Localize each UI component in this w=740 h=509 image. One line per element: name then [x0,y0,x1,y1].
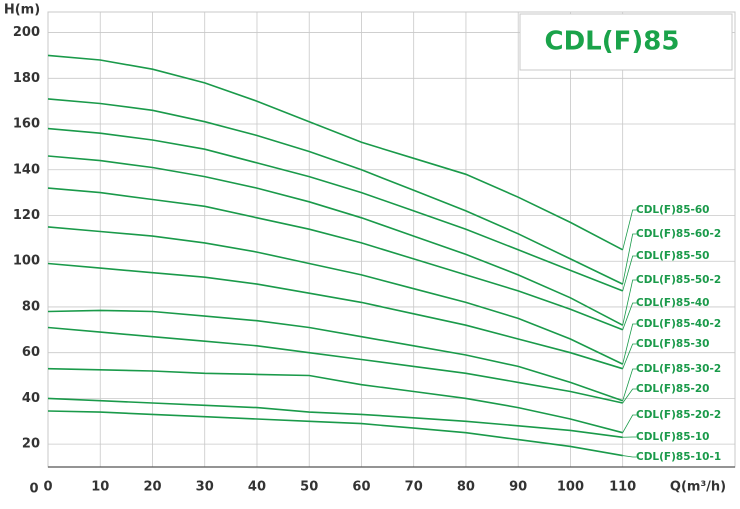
leader-line [622,209,637,250]
curve [47,367,623,434]
x-tick-label: 0 [43,480,52,495]
x-tick-label: 90 [509,480,527,495]
x-tick-label: 110 [609,480,636,495]
y-tick-label: 40 [22,391,40,406]
curve [47,326,623,404]
x-axis-label: Q(m³/h) [670,480,726,495]
curve [47,155,624,326]
legend-label: CDL(F)85-60-2 [636,228,721,240]
x-tick-label: 30 [196,480,214,495]
legend-label: CDL(F)85-40 [636,297,709,309]
leader-line [622,368,637,401]
y-axis-label: H(m) [4,3,40,18]
legend-label: CDL(F)85-20 [636,383,709,395]
legend-label: CDL(F)85-50 [636,250,709,262]
leader-line [622,388,637,404]
x-tick-label: 60 [352,480,370,495]
legend-label: CDL(F)85-10 [636,431,709,443]
curve [47,226,624,365]
curve [47,54,624,251]
x-tick-label: 80 [457,480,475,495]
y-tick-label: 60 [22,345,40,360]
chart-title: CDL(F)85 [545,27,680,57]
x-tick-label: 20 [143,480,161,495]
legend-label: CDL(F)85-30 [636,338,709,350]
leader-line [622,343,637,369]
legend-label: CDL(F)85-20-2 [636,409,721,421]
leader-line [622,233,637,285]
leader-line [622,455,637,458]
y-tick-label: 200 [13,25,40,40]
curve [47,98,624,285]
title-box [519,13,733,71]
leader-line [622,414,637,433]
x-tick-label: 40 [248,480,266,495]
y-tick-label: 20 [22,437,40,452]
legend-label: CDL(F)85-30-2 [636,363,721,375]
curve [47,262,623,370]
leader-line [622,255,637,292]
curve [47,309,623,402]
y-tick-label: 100 [13,254,40,269]
y-tick-label: 80 [22,299,40,314]
y-tick-label: 160 [13,117,40,132]
x-tick-label: 10 [91,480,109,495]
leader-line [622,279,637,326]
curve [47,127,623,292]
x-tick-label: 70 [405,480,423,495]
legend-label: CDL(F)85-50-2 [636,274,721,286]
legend-label: CDL(F)85-60 [636,204,709,216]
curve [47,397,623,439]
curve [47,187,623,331]
origin-label: 0 [29,482,38,497]
legend-label: CDL(F)85-10-1 [636,451,721,463]
x-tick-label: 100 [557,480,584,495]
legend-label: CDL(F)85-40-2 [636,318,721,330]
leader-line [622,302,637,330]
curve [47,410,623,457]
leader-line [622,323,637,365]
y-tick-label: 140 [13,162,40,177]
y-tick-label: 120 [13,208,40,223]
y-tick-label: 180 [13,71,40,86]
x-tick-label: 50 [300,480,318,495]
